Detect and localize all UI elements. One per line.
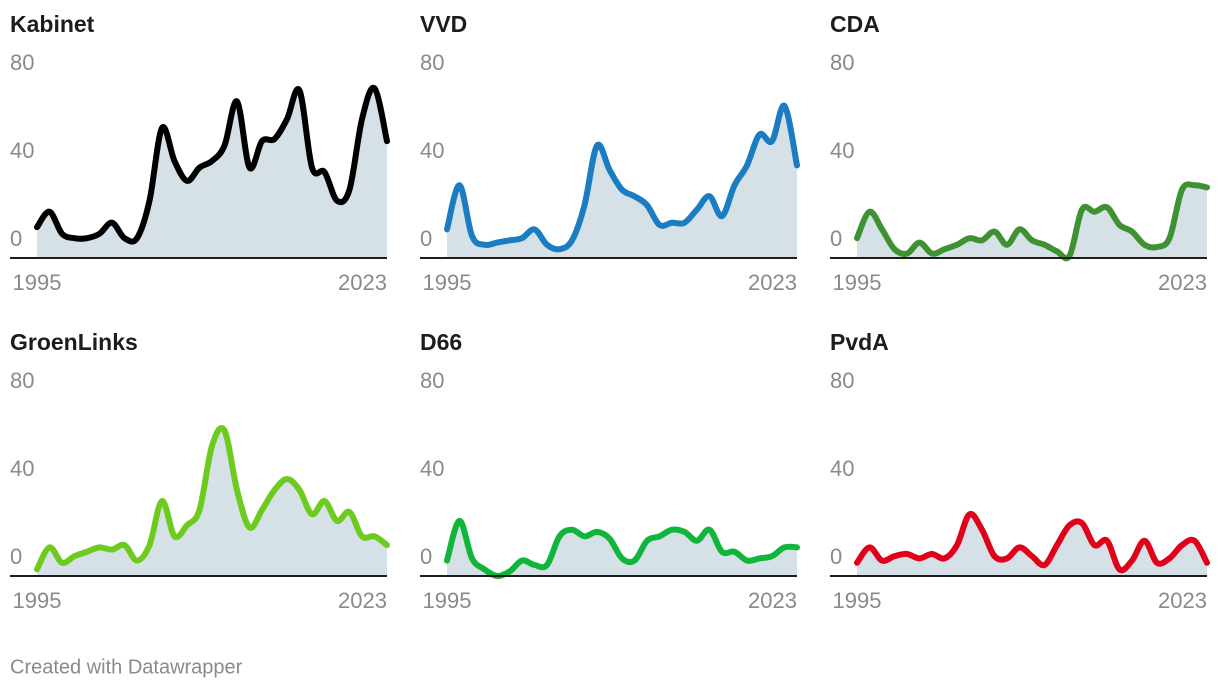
y-tick-label: 80 [10, 368, 34, 393]
y-tick-label: 80 [420, 50, 444, 75]
panel-title: GroenLinks [10, 329, 138, 355]
panel-title: VVD [420, 11, 467, 37]
panel-title: PvdA [830, 329, 889, 355]
x-tick-label: 2023 [748, 588, 797, 613]
x-tick-label: 1995 [13, 270, 62, 295]
line [34, 424, 390, 573]
x-tick-label: 2023 [748, 270, 797, 295]
line [854, 510, 1210, 574]
footer: Created with Datawrapper [10, 656, 243, 678]
y-tick-label: 0 [10, 544, 22, 569]
line [444, 517, 800, 580]
y-tick-label: 40 [420, 456, 444, 481]
panel-title: CDA [830, 11, 880, 37]
line [854, 181, 1210, 262]
panel-title: Kabinet [10, 11, 95, 37]
x-tick-label: 1995 [13, 588, 62, 613]
y-tick-label: 40 [420, 138, 444, 163]
y-tick-label: 80 [420, 368, 444, 393]
x-tick-label: 2023 [1158, 588, 1207, 613]
x-tick-label: 1995 [833, 270, 882, 295]
area [447, 520, 797, 577]
x-tick-label: 1995 [833, 588, 882, 613]
x-tick-label: 2023 [1158, 270, 1207, 295]
x-tick-label: 1995 [423, 270, 472, 295]
y-tick-label: 40 [830, 456, 854, 481]
x-tick-label: 2023 [338, 270, 387, 295]
y-tick-label: 40 [830, 138, 854, 163]
x-tick-label: 1995 [423, 588, 472, 613]
y-tick-label: 40 [10, 456, 34, 481]
y-tick-label: 0 [830, 226, 842, 251]
y-tick-label: 0 [420, 226, 432, 251]
y-tick-label: 0 [420, 544, 432, 569]
y-tick-label: 40 [10, 138, 34, 163]
y-tick-label: 80 [830, 368, 854, 393]
area [37, 427, 387, 576]
line [444, 102, 800, 253]
x-tick-label: 2023 [338, 588, 387, 613]
panel-title: D66 [420, 329, 462, 355]
line [34, 84, 390, 245]
area [37, 87, 387, 258]
y-tick-label: 0 [830, 544, 842, 569]
area [857, 513, 1207, 576]
y-tick-label: 0 [10, 226, 22, 251]
y-tick-label: 80 [830, 50, 854, 75]
y-tick-label: 80 [10, 50, 34, 75]
area [447, 105, 797, 258]
area [857, 184, 1207, 259]
